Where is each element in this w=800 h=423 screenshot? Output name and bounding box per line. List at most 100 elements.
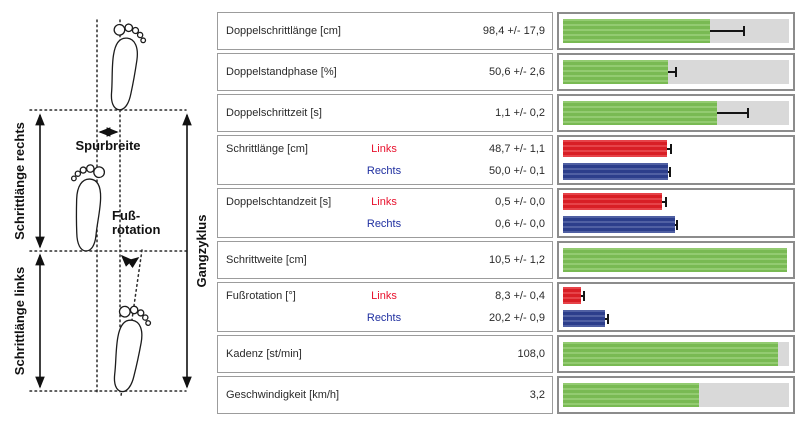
- row-bar-box: [557, 94, 795, 132]
- error-whisker: [666, 143, 672, 154]
- table-row: Geschwindigkeit [km/h] 3,2: [217, 376, 795, 414]
- bar-track: [563, 342, 789, 366]
- row-label-box: Fußrotation [°] Links 8,3 +/- 0,4 Rechts 20,…: [217, 282, 553, 332]
- row-label: Doppelstandphase [%]: [226, 66, 337, 78]
- parameter-value: 0,5 +/- 0,0: [495, 196, 545, 208]
- row-bar-box: [557, 188, 795, 238]
- bar-track: [563, 101, 789, 125]
- error-whisker: [668, 166, 672, 177]
- spurbreite-label: Spurbreite: [75, 138, 140, 153]
- bar-track: [563, 216, 789, 233]
- gangzyklus-label: Gangzyklus: [194, 215, 209, 288]
- entry-line: Doppelschrittzeit [s] 1,1 +/- 0,2: [218, 97, 552, 129]
- fussrotation-angle-arrow: [120, 254, 140, 269]
- error-whisker: [674, 219, 679, 230]
- table-row: Doppelschtandzeit [s] Links 0,5 +/- 0,0 Rec…: [217, 188, 795, 238]
- bar-line: [563, 137, 789, 160]
- error-whisker: [709, 25, 745, 36]
- parameter-value: 3,2: [529, 389, 545, 401]
- row-label-box: Schrittlänge [cm] Links 48,7 +/- 1,1 Rechts…: [217, 135, 553, 185]
- gait-diagram: Spurbreite Fuß- rotation Schrittlänge re…: [0, 0, 215, 423]
- bar-track: [563, 60, 789, 84]
- left-footprint: [65, 162, 106, 253]
- bar-track: [563, 193, 789, 210]
- gait-parameters-table: Doppelschrittlänge [cm] 98,4 +/- 17,9 Dop…: [215, 0, 800, 423]
- entry-line: Schrittlänge [cm] Links 48,7 +/- 1,1: [218, 138, 552, 160]
- fussrotation-label-line1: Fuß-: [112, 208, 140, 223]
- bar-line: [563, 160, 789, 183]
- value-bar: [563, 140, 667, 157]
- parameter-value: 48,7 +/- 1,1: [489, 143, 545, 155]
- error-whisker: [581, 290, 586, 301]
- parameter-value: 8,3 +/- 0,4: [495, 290, 545, 302]
- parameter-value: 20,2 +/- 0,9: [489, 312, 545, 324]
- value-bar: [563, 287, 582, 304]
- table-row: Schrittlänge [cm] Links 48,7 +/- 1,1 Rechts…: [217, 135, 795, 185]
- row-label-box: Doppelschrittzeit [s] 1,1 +/- 0,2: [217, 94, 553, 132]
- value-bar: [563, 193, 663, 210]
- row-label: Schrittweite [cm]: [226, 254, 307, 266]
- schrittlaenge-links-label: Schrittlänge links: [12, 267, 27, 375]
- parameter-value: 108,0: [517, 348, 545, 360]
- row-label-box: Kadenz [st/min] 108,0: [217, 335, 553, 373]
- bar-line: [563, 243, 789, 277]
- bar-line: [563, 96, 789, 130]
- row-label: Geschwindigkeit [km/h]: [226, 389, 340, 401]
- bar-track: [563, 248, 789, 272]
- row-label-box: Geschwindigkeit [km/h] 3,2: [217, 376, 553, 414]
- bar-line: [563, 307, 789, 330]
- table-row: Fußrotation [°] Links 8,3 +/- 0,4 Rechts 20,…: [217, 282, 795, 332]
- value-bar: [563, 342, 778, 366]
- row-label: Kadenz [st/min]: [226, 348, 302, 360]
- value-bar: [563, 248, 787, 272]
- entry-line: Fußrotation [°] Links 8,3 +/- 0,4: [218, 285, 552, 307]
- row-bar-box: [557, 53, 795, 91]
- fussrotation-label-line2: rotation: [112, 222, 160, 237]
- row-bar-box: [557, 376, 795, 414]
- entry-line: Doppelschrittlänge [cm] 98,4 +/- 17,9: [218, 15, 552, 47]
- table-row: Doppelschrittlänge [cm] 98,4 +/- 17,9: [217, 12, 795, 50]
- parameter-value: 98,4 +/- 17,9: [482, 25, 545, 37]
- table-row: Kadenz [st/min] 108,0: [217, 335, 795, 373]
- value-bar: [563, 19, 710, 43]
- bar-track: [563, 310, 789, 327]
- entry-line: Kadenz [st/min] 108,0: [218, 338, 552, 370]
- error-whisker: [662, 196, 668, 207]
- row-label: Doppelschrittzeit [s]: [226, 107, 322, 119]
- bar-track: [563, 287, 789, 304]
- entry-line: Doppelschtandzeit [s] Links 0,5 +/- 0,0: [218, 191, 552, 213]
- error-whisker: [604, 313, 610, 324]
- row-label: Doppelschtandzeit [s]: [226, 196, 332, 208]
- entry-line: Doppelstandphase [%] 50,6 +/- 2,6: [218, 56, 552, 88]
- table-row: Doppelschrittzeit [s] 1,1 +/- 0,2: [217, 94, 795, 132]
- schrittlaenge-rechts-label: Schrittlänge rechts: [12, 122, 27, 240]
- value-bar: [563, 216, 675, 233]
- row-label: Fußrotation [°]: [226, 290, 296, 302]
- bar-line: [563, 284, 789, 307]
- side-label: Links: [371, 196, 397, 208]
- bar-line: [563, 190, 789, 213]
- bar-track: [563, 140, 789, 157]
- parameter-value: 50,6 +/- 2,6: [489, 66, 545, 78]
- bar-line: [563, 14, 789, 48]
- entry-line: Schrittweite [cm] 10,5 +/- 1,2: [218, 244, 552, 276]
- row-label-box: Doppelschtandzeit [s] Links 0,5 +/- 0,0 Rec…: [217, 188, 553, 238]
- row-bar-box: [557, 12, 795, 50]
- entry-line: Rechts 50,0 +/- 0,1: [218, 160, 552, 182]
- bar-track: [563, 383, 789, 407]
- value-bar: [563, 101, 717, 125]
- parameter-value: 50,0 +/- 0,1: [489, 165, 545, 177]
- value-bar: [563, 60, 669, 84]
- row-label-box: Doppelstandphase [%] 50,6 +/- 2,6: [217, 53, 553, 91]
- error-whisker: [668, 66, 677, 77]
- row-bar-box: [557, 241, 795, 279]
- parameter-value: 0,6 +/- 0,0: [495, 218, 545, 230]
- row-label: Doppelschrittlänge [cm]: [226, 25, 341, 37]
- entry-line: Rechts 20,2 +/- 0,9: [218, 307, 552, 329]
- bar-line: [563, 378, 789, 412]
- side-label: Links: [371, 143, 397, 155]
- table-row: Doppelstandphase [%] 50,6 +/- 2,6: [217, 53, 795, 91]
- bar-track: [563, 163, 789, 180]
- side-label: Rechts: [366, 218, 402, 230]
